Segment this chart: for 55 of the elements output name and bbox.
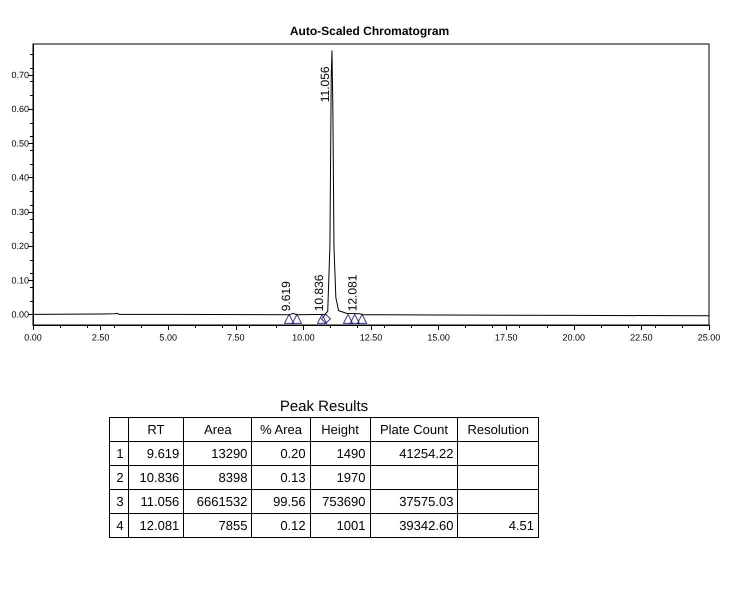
- text: 99.56: [252, 490, 310, 514]
- text: Plate Count: [370, 418, 458, 442]
- y-tick-label: 0.30: [11, 206, 29, 217]
- text: 3: [110, 490, 128, 514]
- text: 6661532: [184, 490, 252, 514]
- text: Resolution: [458, 418, 538, 442]
- text: 39342.60: [370, 514, 458, 538]
- x-tick-label: 15.00: [427, 332, 450, 342]
- x-tick-label: 25.00: [698, 332, 720, 342]
- text: % Area: [252, 418, 310, 442]
- text: 7855: [184, 514, 252, 538]
- y-tick-label: 0.40: [11, 172, 29, 183]
- text: 11.056: [128, 490, 184, 514]
- x-tick-label: 7.50: [227, 332, 245, 342]
- text: 1: [110, 442, 128, 466]
- text: 1001: [310, 514, 370, 538]
- y-tick-label: 0.70: [11, 70, 29, 80]
- text: 2: [110, 466, 128, 490]
- x-tick-label: 2.50: [92, 332, 110, 342]
- text: 0.13: [252, 466, 310, 490]
- text: 0.20: [252, 442, 310, 466]
- text: 10.836: [128, 466, 184, 490]
- chart-title: Auto-Scaled Chromatogram: [290, 24, 450, 38]
- y-tick-label: 0.60: [11, 104, 29, 114]
- text: Area: [184, 418, 252, 442]
- text: Peak Results: [278, 398, 370, 415]
- y-tick-label: 0.10: [11, 275, 29, 286]
- text: 12.081: [128, 514, 184, 538]
- text: 8398: [184, 466, 252, 490]
- text: 753690: [310, 490, 370, 514]
- text: 13290: [184, 442, 252, 466]
- text: RT: [128, 418, 184, 442]
- x-tick-label: 22.50: [630, 332, 653, 342]
- x-tick-label: 5.00: [159, 332, 177, 342]
- text: 9.619: [128, 442, 184, 466]
- text: Height: [310, 418, 370, 442]
- text: 1490: [310, 442, 370, 466]
- x-tick-label: 10.00: [292, 332, 315, 342]
- x-tick-label: 17.50: [494, 332, 518, 342]
- text: 37575.03: [370, 490, 458, 514]
- annotation: 11.056: [318, 66, 332, 102]
- x-tick-label: 0.00: [24, 332, 42, 342]
- y-tick-label: 0.50: [11, 138, 29, 148]
- text: 0.12: [252, 514, 310, 538]
- text: 41254.22: [370, 442, 458, 466]
- y-tick-label: 0.20: [11, 241, 29, 252]
- y-tick-label: 0.00: [11, 310, 29, 320]
- x-tick-label: 20.00: [562, 332, 586, 342]
- text: 1970: [310, 466, 370, 490]
- annotation: 10.836: [312, 274, 326, 312]
- annotation: 9.619: [279, 280, 294, 312]
- annotation: 12.081: [346, 274, 360, 312]
- x-tick-label: 12.50: [360, 332, 382, 342]
- text: 4.51: [458, 514, 538, 538]
- text: 4: [110, 514, 128, 538]
